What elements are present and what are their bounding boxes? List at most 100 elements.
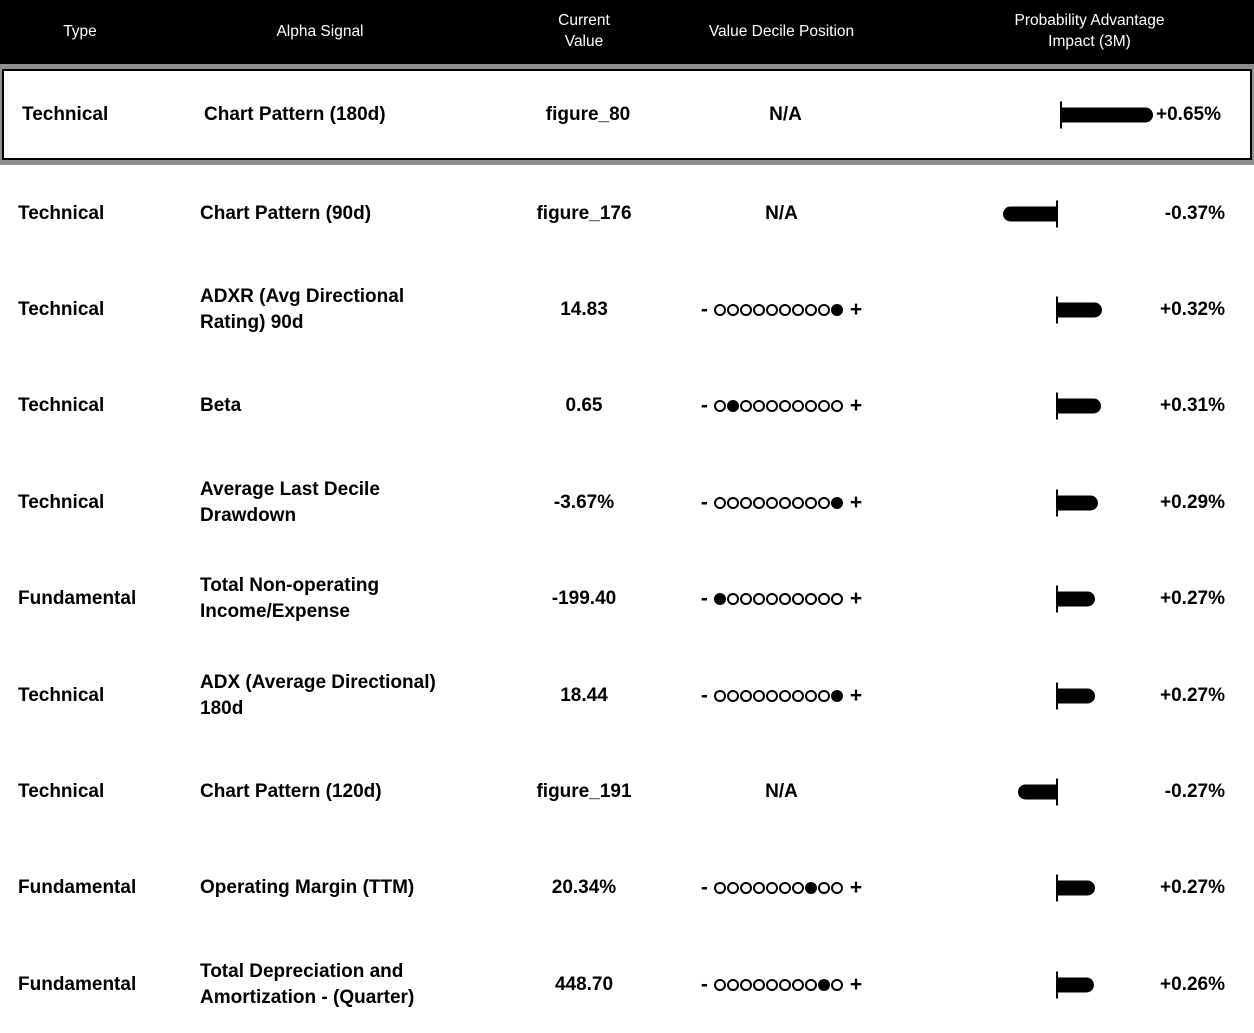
current-value-cell: 14.83	[560, 298, 608, 320]
decile-dot	[818, 882, 831, 895]
signal-cell: ADXR (Avg Directional Rating) 90d	[200, 285, 405, 333]
decile-minus-label: -	[700, 394, 708, 418]
signal-cell: Operating Margin (TTM)	[200, 877, 415, 899]
impact-bar	[1057, 688, 1095, 704]
decile-dot	[792, 496, 805, 509]
decile-dot	[740, 978, 753, 991]
impact-value: +0.65%	[1156, 103, 1221, 125]
decile-na-label: N/A	[769, 103, 802, 125]
decile-dot	[753, 496, 766, 509]
impact-cell: +0.29%	[875, 455, 1254, 551]
decile-dot	[714, 882, 727, 895]
decile-dot	[779, 303, 792, 316]
decile-dot	[831, 400, 844, 413]
table-row[interactable]: Technical Beta 0.65- + +0.31%	[0, 358, 1254, 455]
impact-cell: -0.27%	[875, 744, 1254, 840]
table-row[interactable]: Technical Chart Pattern (120d) figure_191 N…	[0, 743, 1254, 841]
decile-dot	[740, 303, 753, 316]
decile-dot	[727, 496, 740, 509]
signal-cell: Chart Pattern (180d)	[204, 103, 386, 125]
decile-dot	[753, 978, 766, 991]
decile-dot	[831, 978, 844, 991]
selected-row-highlight: Technical Chart Pattern (180d) figure_80 N/…	[0, 63, 1254, 166]
decile-dot	[792, 303, 805, 316]
decile-dot	[831, 882, 844, 895]
current-value-cell: -199.40	[551, 588, 617, 610]
table-row[interactable]: Technical Average Last Decile Drawdown -3.…	[0, 454, 1254, 551]
decile-plus-label: +	[849, 297, 863, 321]
impact-cell: +0.27%	[875, 551, 1254, 647]
table-row[interactable]: Technical Chart Pattern (90d) figure_176 N/…	[0, 165, 1254, 262]
decile-dot	[727, 593, 740, 606]
decile-dot	[740, 689, 753, 702]
current-value-cell: figure_176	[536, 202, 632, 224]
decile-dot	[792, 689, 805, 702]
type-cell: Technical	[18, 780, 105, 802]
decile-dot	[779, 496, 792, 509]
column-header-probability-advantage-impact: Probability Advantage Impact (3M)	[1014, 12, 1165, 50]
decile-minus-label: -	[700, 683, 708, 707]
impact-cell: +0.31%	[875, 358, 1254, 454]
decile-cell: - +	[688, 490, 875, 514]
impact-bar	[1018, 784, 1056, 800]
signal-cell: Total Depreciation and Amortization - (Q…	[200, 960, 415, 1008]
decile-cell: - +	[688, 394, 875, 418]
table-body: Technical Chart Pattern (180d) figure_80 N/…	[0, 63, 1254, 1033]
decile-dot-filled	[831, 303, 844, 316]
table-row[interactable]: Technical ADXR (Avg Directional Rating) 9…	[0, 261, 1254, 359]
decile-dot	[805, 593, 818, 606]
bar-baseline	[1056, 778, 1058, 806]
current-value-cell: 20.34%	[551, 877, 617, 899]
decile-plus-label: +	[849, 394, 863, 418]
impact-bar	[1057, 495, 1098, 511]
decile-dot	[714, 400, 727, 413]
decile-dot-filled	[727, 400, 740, 413]
table-row[interactable]: Fundamental Total Depreciation and Amorti…	[0, 936, 1254, 1033]
decile-dot	[740, 496, 753, 509]
current-value-cell: figure_191	[536, 780, 632, 802]
type-cell: Technical	[18, 684, 105, 706]
decile-dot	[805, 496, 818, 509]
table-row[interactable]: Fundamental Operating Margin (TTM) 20.34% -…	[0, 840, 1254, 937]
table-row[interactable]: Fundamental Total Non-operating Income/Ex…	[0, 550, 1254, 648]
impact-value: +0.29%	[1160, 491, 1225, 513]
table-row[interactable]: Technical Chart Pattern (180d) figure_80 N/…	[0, 63, 1254, 166]
decile-cell: - +	[688, 974, 875, 995]
column-header-alpha-signal: Alpha Signal	[276, 22, 364, 40]
decile-dot	[818, 303, 831, 316]
current-value-cell: 0.65	[565, 395, 603, 417]
impact-cell: +0.26%	[875, 937, 1254, 1033]
signal-cell: Total Non-operating Income/Expense	[200, 575, 380, 623]
decile-plus-label: +	[849, 490, 863, 514]
decile-cell: N/A	[692, 102, 879, 128]
decile-dot	[766, 978, 779, 991]
table-header: Type Alpha Signal Current Value Value Decil…	[0, 0, 1254, 62]
decile-dot	[779, 593, 792, 606]
decile-dot	[714, 303, 727, 316]
signal-cell: ADX (Average Directional) 180d	[200, 671, 436, 719]
impact-bar	[1003, 206, 1056, 222]
decile-plus-label: +	[849, 876, 863, 900]
table-row[interactable]: Technical ADX (Average Directional) 180d 1…	[0, 647, 1254, 744]
impact-bar	[1057, 977, 1094, 993]
impact-cell: +0.27%	[875, 840, 1254, 936]
decile-dot	[727, 689, 740, 702]
decile-dot	[805, 303, 818, 316]
decile-dot	[792, 400, 805, 413]
decile-dot	[727, 303, 740, 316]
type-cell: Fundamental	[18, 973, 137, 995]
impact-value: -0.37%	[1164, 202, 1225, 224]
decile-dot-filled	[805, 882, 818, 895]
decile-cell: - +	[688, 587, 875, 611]
type-cell: Technical	[18, 298, 105, 320]
decile-dot	[753, 593, 766, 606]
decile-dot	[805, 400, 818, 413]
decile-plus-label: +	[849, 587, 863, 611]
decile-minus-label: -	[700, 876, 708, 900]
decile-dot	[714, 689, 727, 702]
decile-dot-filled	[714, 593, 727, 606]
type-cell: Technical	[18, 202, 105, 224]
decile-na-label: N/A	[765, 202, 798, 224]
impact-value: +0.31%	[1160, 395, 1225, 417]
signal-cell: Chart Pattern (120d)	[200, 780, 382, 802]
